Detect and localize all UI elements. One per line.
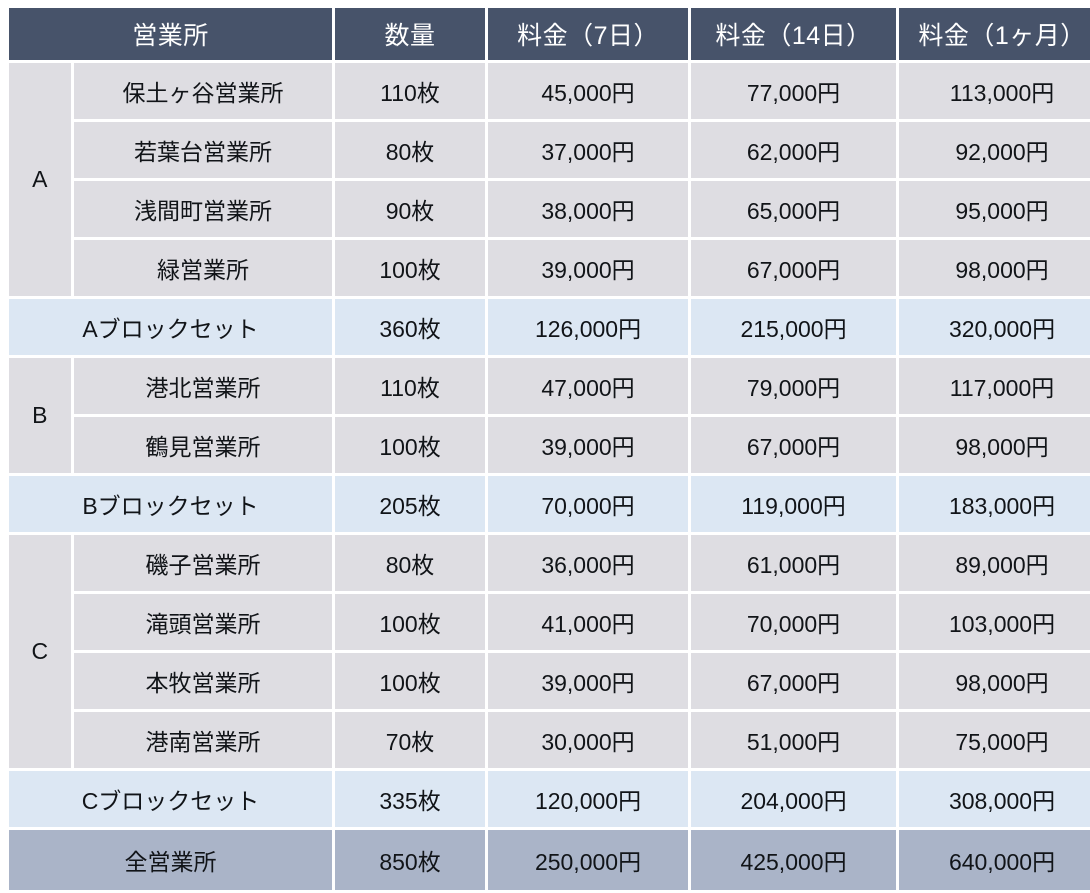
cell-name: 浅間町営業所: [74, 181, 333, 237]
cell-p30: 95,000円: [899, 181, 1090, 237]
header-row: 営業所 数量 料金（7日） 料金（14日） 料金（1ヶ月）: [9, 8, 1090, 60]
total-row: 全営業所 850枚 250,000円 425,000円 640,000円: [9, 830, 1090, 890]
table-header: 営業所 数量 料金（7日） 料金（14日） 料金（1ヶ月）: [9, 8, 1090, 60]
set-cell-p7: 70,000円: [488, 476, 689, 532]
header-price-7: 料金（7日）: [488, 8, 689, 60]
set-cell-p30: 183,000円: [899, 476, 1090, 532]
header-quantity: 数量: [335, 8, 486, 60]
cell-p30: 103,000円: [899, 594, 1090, 650]
block-set-row: Aブロックセット 360枚 126,000円 215,000円 320,000円: [9, 299, 1090, 355]
total-cell-qty: 850枚: [335, 830, 486, 890]
cell-p7: 38,000円: [488, 181, 689, 237]
table-row: 滝頭営業所 100枚 41,000円 70,000円 103,000円: [9, 594, 1090, 650]
cell-p7: 39,000円: [488, 240, 689, 296]
cell-p14: 61,000円: [691, 535, 897, 591]
cell-p14: 67,000円: [691, 240, 897, 296]
header-office: 営業所: [9, 8, 333, 60]
total-name: 全営業所: [9, 830, 333, 890]
table-row: 緑営業所 100枚 39,000円 67,000円 98,000円: [9, 240, 1090, 296]
block-set-row: Bブロックセット 205枚 70,000円 119,000円 183,000円: [9, 476, 1090, 532]
group-cell-a: A: [9, 63, 71, 296]
cell-p14: 67,000円: [691, 653, 897, 709]
cell-qty: 90枚: [335, 181, 486, 237]
cell-qty: 70枚: [335, 712, 486, 768]
cell-p30: 113,000円: [899, 63, 1090, 119]
cell-p14: 79,000円: [691, 358, 897, 414]
table-row: 浅間町営業所 90枚 38,000円 65,000円 95,000円: [9, 181, 1090, 237]
total-cell-p7: 250,000円: [488, 830, 689, 890]
cell-qty: 110枚: [335, 63, 486, 119]
cell-p7: 30,000円: [488, 712, 689, 768]
set-cell-p7: 126,000円: [488, 299, 689, 355]
set-cell-qty: 335枚: [335, 771, 486, 827]
cell-p30: 98,000円: [899, 240, 1090, 296]
set-name: Aブロックセット: [9, 299, 333, 355]
table-row: 鶴見営業所 100枚 39,000円 67,000円 98,000円: [9, 417, 1090, 473]
cell-p30: 98,000円: [899, 417, 1090, 473]
set-cell-qty: 360枚: [335, 299, 486, 355]
group-cell-b: B: [9, 358, 71, 473]
cell-p7: 37,000円: [488, 122, 689, 178]
cell-p7: 39,000円: [488, 653, 689, 709]
total-cell-p14: 425,000円: [691, 830, 897, 890]
cell-p14: 70,000円: [691, 594, 897, 650]
cell-qty: 100枚: [335, 653, 486, 709]
cell-qty: 100枚: [335, 417, 486, 473]
cell-p30: 89,000円: [899, 535, 1090, 591]
cell-p14: 65,000円: [691, 181, 897, 237]
set-name: Bブロックセット: [9, 476, 333, 532]
cell-qty: 110枚: [335, 358, 486, 414]
group-cell-c: C: [9, 535, 71, 768]
cell-p7: 39,000円: [488, 417, 689, 473]
table-row: B 港北営業所 110枚 47,000円 79,000円 117,000円: [9, 358, 1090, 473]
set-cell-p7: 120,000円: [488, 771, 689, 827]
office-price-table: 営業所 数量 料金（7日） 料金（14日） 料金（1ヶ月） A 保土ヶ谷営業所 11…: [6, 5, 1090, 893]
table-body: A 保土ヶ谷営業所 110枚 45,000円 77,000円 113,000円 若葉台営業所…: [9, 63, 1090, 890]
header-price-14: 料金（14日）: [691, 8, 897, 60]
cell-p7: 36,000円: [488, 535, 689, 591]
cell-p30: 92,000円: [899, 122, 1090, 178]
cell-name: 滝頭営業所: [74, 594, 333, 650]
cell-name: 磯子営業所: [74, 535, 333, 591]
cell-qty: 80枚: [335, 535, 486, 591]
cell-name: 本牧営業所: [74, 653, 333, 709]
set-name: Cブロックセット: [9, 771, 333, 827]
cell-name: 港南営業所: [74, 712, 333, 768]
cell-p7: 41,000円: [488, 594, 689, 650]
cell-name: 若葉台営業所: [74, 122, 333, 178]
cell-name: 緑営業所: [74, 240, 333, 296]
set-cell-p14: 119,000円: [691, 476, 897, 532]
table-row: 港南営業所 70枚 30,000円 51,000円 75,000円: [9, 712, 1090, 768]
cell-p7: 45,000円: [488, 63, 689, 119]
set-cell-p14: 204,000円: [691, 771, 897, 827]
cell-name: 港北営業所: [74, 358, 333, 414]
block-set-row: Cブロックセット 335枚 120,000円 204,000円 308,000円: [9, 771, 1090, 827]
cell-qty: 80枚: [335, 122, 486, 178]
set-cell-p30: 308,000円: [899, 771, 1090, 827]
cell-p7: 47,000円: [488, 358, 689, 414]
cell-name: 保土ヶ谷営業所: [74, 63, 333, 119]
set-cell-p30: 320,000円: [899, 299, 1090, 355]
cell-p30: 98,000円: [899, 653, 1090, 709]
cell-qty: 100枚: [335, 240, 486, 296]
table-row: 本牧営業所 100枚 39,000円 67,000円 98,000円: [9, 653, 1090, 709]
cell-p30: 117,000円: [899, 358, 1090, 414]
cell-name: 鶴見営業所: [74, 417, 333, 473]
cell-p14: 67,000円: [691, 417, 897, 473]
table-row: 若葉台営業所 80枚 37,000円 62,000円 92,000円: [9, 122, 1090, 178]
total-cell-p30: 640,000円: [899, 830, 1090, 890]
cell-p14: 62,000円: [691, 122, 897, 178]
table-row: C 磯子営業所 80枚 36,000円 61,000円 89,000円: [9, 535, 1090, 768]
cell-p14: 51,000円: [691, 712, 897, 768]
set-cell-p14: 215,000円: [691, 299, 897, 355]
table-row: A 保土ヶ谷営業所 110枚 45,000円 77,000円 113,000円: [9, 63, 1090, 296]
cell-p14: 77,000円: [691, 63, 897, 119]
cell-qty: 100枚: [335, 594, 486, 650]
set-cell-qty: 205枚: [335, 476, 486, 532]
cell-p30: 75,000円: [899, 712, 1090, 768]
header-price-1month: 料金（1ヶ月）: [899, 8, 1090, 60]
